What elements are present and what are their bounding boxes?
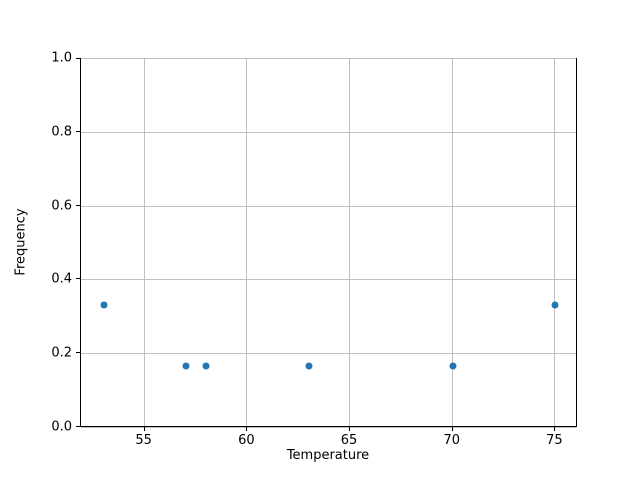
y-tick-mark — [76, 58, 80, 59]
x-tick-label: 70 — [443, 433, 460, 448]
y-axis-label: Frequency — [13, 208, 29, 276]
x-tick-label: 60 — [238, 433, 255, 448]
gridline-y-1 — [81, 58, 576, 59]
scatter-point — [182, 362, 190, 370]
gridline-y-0.8 — [81, 131, 576, 133]
y-tick-mark — [76, 130, 80, 132]
x-tick-label: 75 — [546, 433, 563, 448]
y-tick-mark — [76, 426, 80, 427]
y-tick-label: 0.2 — [51, 345, 72, 361]
gridline-x-70 — [451, 59, 453, 426]
scatter-point — [202, 362, 210, 370]
scatter-point — [449, 362, 457, 370]
y-tick-label: 0.6 — [51, 198, 72, 214]
x-tick-mark — [554, 427, 556, 431]
gridline-x-55 — [143, 59, 145, 426]
y-tick-label: 0.4 — [51, 271, 72, 287]
scatter-point — [551, 301, 559, 309]
y-tick-label: 0.0 — [51, 419, 72, 435]
gridline-y-0 — [81, 427, 576, 428]
plot-area — [80, 58, 577, 428]
gridline-x-75 — [554, 59, 556, 426]
x-tick-mark — [143, 427, 145, 431]
x-axis-label: Temperature — [286, 448, 370, 463]
gridline-y-0.6 — [81, 205, 576, 207]
x-tick-mark — [451, 427, 453, 431]
y-tick-mark — [76, 204, 80, 206]
y-tick-label: 0.8 — [51, 124, 72, 140]
y-tick-mark — [76, 278, 80, 280]
y-tick-label: 1.0 — [51, 50, 72, 66]
scatter-point — [100, 301, 108, 309]
gridline-x-60 — [246, 59, 248, 426]
x-tick-label: 55 — [135, 433, 152, 448]
scatter-point — [305, 362, 313, 370]
y-tick-mark — [76, 352, 80, 354]
gridline-x-65 — [349, 59, 351, 426]
gridline-y-0.2 — [81, 353, 576, 355]
x-tick-label: 65 — [340, 433, 358, 448]
x-tick-mark — [246, 427, 248, 431]
x-tick-mark — [349, 427, 351, 431]
gridline-y-0.4 — [81, 279, 576, 281]
